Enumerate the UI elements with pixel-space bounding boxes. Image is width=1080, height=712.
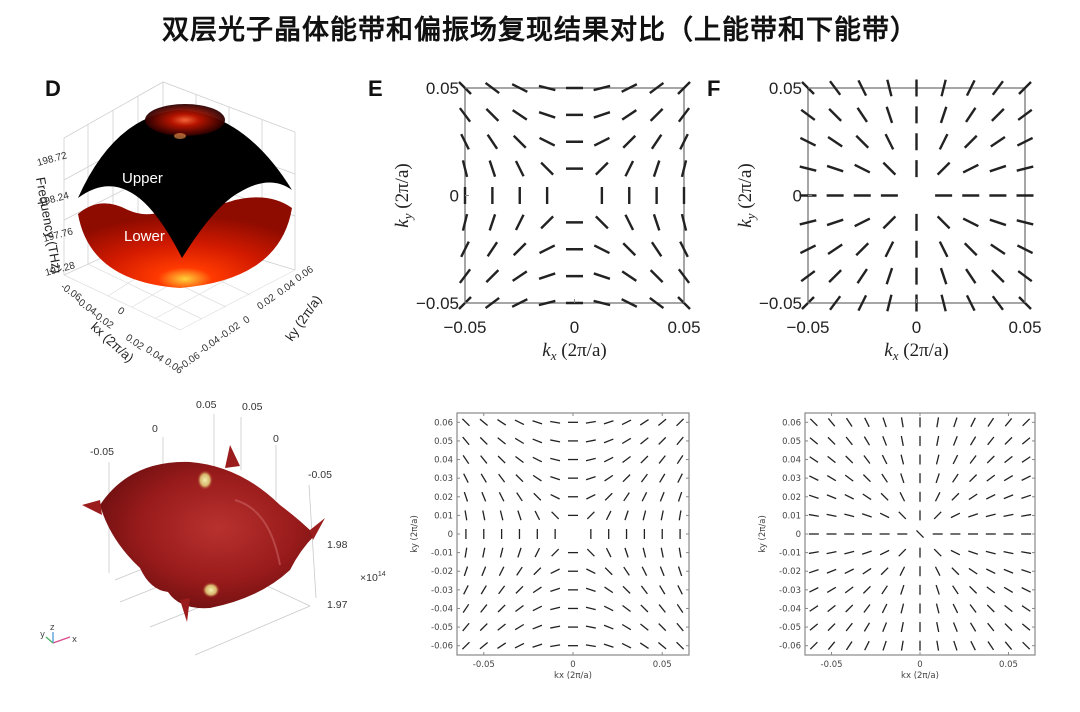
svg-text:-0.06: -0.06 xyxy=(779,642,801,652)
svg-text:0.05: 0.05 xyxy=(426,79,459,98)
svg-text:0.03: 0.03 xyxy=(782,474,801,484)
svg-text:0.03: 0.03 xyxy=(434,474,453,484)
svg-text:0.05: 0.05 xyxy=(667,318,700,337)
svg-text:kx (2π/a): kx (2π/a) xyxy=(554,671,592,681)
svg-text:0: 0 xyxy=(115,305,126,317)
svg-text:0: 0 xyxy=(448,530,453,540)
svg-text:-0.01: -0.01 xyxy=(779,549,801,559)
upper-band-surface xyxy=(78,110,292,258)
panel-label-d: D xyxy=(45,76,61,101)
panel-label-e: E xyxy=(368,76,383,101)
svg-text:-0.06: -0.06 xyxy=(431,642,453,652)
svg-text:0: 0 xyxy=(917,660,922,670)
svg-text:0: 0 xyxy=(152,423,158,435)
svg-text:-0.05: -0.05 xyxy=(821,660,843,670)
svg-text:kx (2π/a): kx (2π/a) xyxy=(542,340,606,363)
svg-text:-0.01: -0.01 xyxy=(431,549,453,559)
svg-text:0.05: 0.05 xyxy=(769,79,802,98)
svg-text:0: 0 xyxy=(450,187,459,206)
polarization-plot-E-top: −0.05 0 0.05 0.05 0 −0.05 kx (2π/a) ky (2π/a) xyxy=(392,79,701,363)
polarization-plot-F-top: −0.05 0 0.05 0.05 0 −0.05 kx (2π/a) ky (2π/a) xyxy=(735,79,1042,363)
svg-text:-0.04: -0.04 xyxy=(779,604,801,614)
svg-text:0: 0 xyxy=(273,433,279,445)
svg-text:−0.05: −0.05 xyxy=(759,294,802,313)
svg-text:−0.05: −0.05 xyxy=(786,318,829,337)
svg-text:0.05: 0.05 xyxy=(196,399,217,411)
svg-text:0.04: 0.04 xyxy=(434,456,453,466)
z-multiplier: ×1014 xyxy=(360,571,386,584)
svg-text:z: z xyxy=(50,623,55,633)
svg-text:0: 0 xyxy=(793,187,802,206)
svg-text:-0.04: -0.04 xyxy=(431,604,453,614)
svg-text:1.97: 1.97 xyxy=(327,599,348,611)
svg-text:0.04: 0.04 xyxy=(782,456,801,466)
svg-text:0.05: 0.05 xyxy=(653,660,672,670)
band-surface-chart-comsol: -0.05 0 0.05 0.05 0 -0.05 1.98 1.97 ×101… xyxy=(40,399,386,656)
svg-text:y: y xyxy=(40,630,45,640)
svg-text:-0.05: -0.05 xyxy=(779,623,801,633)
svg-text:0.02: 0.02 xyxy=(434,493,453,503)
svg-text:0.05: 0.05 xyxy=(1008,318,1041,337)
svg-text:0: 0 xyxy=(570,660,575,670)
svg-text:0.05: 0.05 xyxy=(782,437,801,447)
svg-text:0: 0 xyxy=(570,318,579,337)
svg-text:-0.05: -0.05 xyxy=(473,660,495,670)
polarization-plot-F-bottom: -0.05 0 0.05 0.06 0.05 0.04 0.03 0.02 0.01 0 -0.01… xyxy=(758,412,1036,681)
band-surface-chart-upper-lower: Upper Lower 198.72 198.24 197.76 197.28 … xyxy=(33,81,324,377)
panel-label-f: F xyxy=(707,76,721,101)
svg-text:-0.02: -0.02 xyxy=(779,567,801,577)
svg-text:0.06: 0.06 xyxy=(782,418,801,428)
polarization-plot-E-bottom: -0.05 0 0.05 0.06 0.05 0.04 0.03 0.02 0.01 0 -0.01… xyxy=(410,412,690,681)
svg-text:ky (2π/a): ky (2π/a) xyxy=(410,515,420,553)
svg-text:-0.05: -0.05 xyxy=(308,469,332,481)
svg-text:0.05: 0.05 xyxy=(999,660,1018,670)
svg-text:0: 0 xyxy=(241,314,252,326)
axis-triad-icon: y z x xyxy=(40,623,77,645)
svg-text:-0.05: -0.05 xyxy=(431,623,453,633)
lower-band-label: Lower xyxy=(124,228,165,245)
svg-text:-0.03: -0.03 xyxy=(431,586,453,596)
svg-text:0.05: 0.05 xyxy=(242,401,263,413)
svg-text:−0.05: −0.05 xyxy=(443,318,486,337)
svg-text:-0.03: -0.03 xyxy=(779,586,801,596)
svg-text:0: 0 xyxy=(796,530,801,540)
svg-text:0.01: 0.01 xyxy=(782,511,801,521)
svg-text:−0.05: −0.05 xyxy=(416,294,459,313)
upper-band-label: Upper xyxy=(122,170,163,187)
svg-text:kx (2π/a): kx (2π/a) xyxy=(901,671,939,681)
svg-text:0.02: 0.02 xyxy=(782,493,801,503)
svg-text:kx (2π/a): kx (2π/a) xyxy=(884,340,948,363)
svg-text:0.06: 0.06 xyxy=(434,418,453,428)
svg-text:-0.02: -0.02 xyxy=(431,567,453,577)
svg-text:-0.05: -0.05 xyxy=(90,446,114,458)
svg-text:x: x xyxy=(72,635,77,645)
svg-text:ky (2π/a): ky (2π/a) xyxy=(758,515,768,553)
svg-text:ky (2π/a): ky (2π/a) xyxy=(392,163,415,227)
svg-text:0.01: 0.01 xyxy=(434,511,453,521)
figure-title: 双层光子晶体能带和偏振场复现结果对比（上能带和下能带） xyxy=(162,15,918,46)
svg-text:0.05: 0.05 xyxy=(434,437,453,447)
svg-text:ky (2π/a): ky (2π/a) xyxy=(735,163,758,227)
comsol-surface xyxy=(100,461,315,609)
svg-text:1.98: 1.98 xyxy=(327,539,348,551)
svg-text:0: 0 xyxy=(912,318,921,337)
